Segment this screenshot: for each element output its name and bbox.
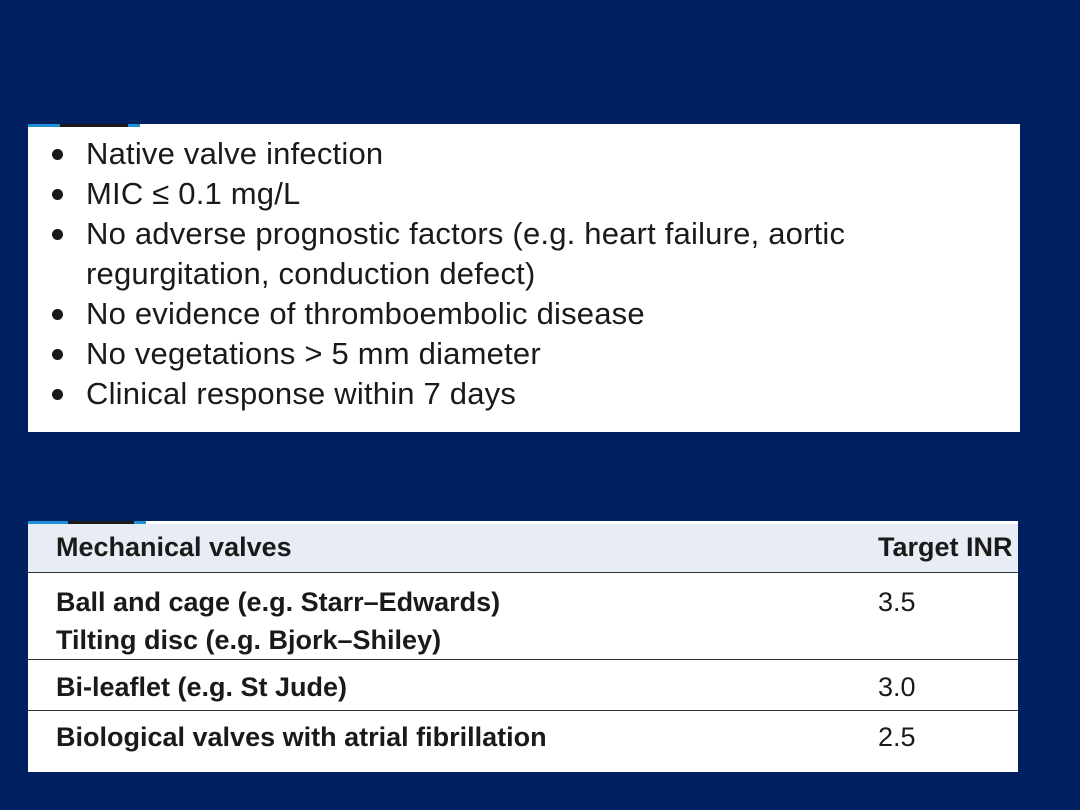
header-target-inr: Target INR — [878, 532, 1013, 563]
inr-cell: 3.0 — [878, 671, 916, 702]
inr-table: Mechanical valves Target INR Ball and ca… — [28, 524, 1018, 768]
table-row: Ball and cage (e.g. Starr–Edwards) Tilti… — [28, 572, 1018, 659]
valve-line: Tilting disc (e.g. Bjork–Shiley) — [56, 624, 442, 655]
criteria-item-text: Native valve infection — [86, 136, 384, 171]
valve-cell: Ball and cage (e.g. Starr–Edwards) Tilti… — [28, 572, 848, 659]
valve-cell: Biological valves with atrial fibrillati… — [28, 710, 848, 768]
table-row: Biological valves with atrial fibrillati… — [28, 710, 1018, 768]
valve-cell: Bi-leaflet (e.g. St Jude) — [28, 659, 848, 710]
bullet-icon — [52, 189, 63, 200]
criteria-list: Native valve infection MIC ≤ 0.1 mg/L No… — [46, 134, 1020, 414]
criteria-item: No evidence of thromboembolic disease — [46, 294, 1020, 334]
criteria-item: No vegetations > 5 mm diameter — [46, 334, 1020, 374]
table-accent-mark — [68, 521, 134, 524]
criteria-item: Clinical response within 7 days — [46, 374, 1020, 414]
valve-line: Ball and cage (e.g. Starr–Edwards) — [56, 586, 501, 617]
bullet-icon — [52, 309, 63, 320]
criteria-item-text: Clinical response within 7 days — [86, 376, 517, 411]
criteria-item-text: No vegetations > 5 mm diameter — [86, 336, 541, 371]
criteria-item-text: No evidence of thromboembolic disease — [86, 296, 645, 331]
table-header-row: Mechanical valves Target INR — [28, 524, 1018, 572]
criteria-accent-mark — [60, 124, 128, 127]
inr-cell: 3.5 — [878, 586, 916, 617]
bullet-icon — [52, 149, 63, 160]
bullet-icon — [52, 229, 63, 240]
criteria-item-text: MIC ≤ 0.1 mg/L — [86, 176, 301, 211]
valve-line: Biological valves with atrial fibrillati… — [56, 721, 547, 752]
criteria-item: Native valve infection — [46, 134, 1020, 174]
table-row: Bi-leaflet (e.g. St Jude) 3.0 — [28, 659, 1018, 710]
header-mechanical-valves: Mechanical valves — [56, 532, 292, 563]
criteria-item: MIC ≤ 0.1 mg/L — [46, 174, 1020, 214]
bullet-icon — [52, 389, 63, 400]
bullet-icon — [52, 349, 63, 360]
inr-cell: 2.5 — [878, 721, 916, 752]
criteria-item: No adverse prognostic factors (e.g. hear… — [46, 214, 1020, 294]
inr-table-panel: Mechanical valves Target INR Ball and ca… — [28, 521, 1018, 772]
criteria-panel: Native valve infection MIC ≤ 0.1 mg/L No… — [28, 124, 1020, 432]
criteria-item-text: No adverse prognostic factors (e.g. hear… — [86, 216, 846, 291]
valve-line: Bi-leaflet (e.g. St Jude) — [56, 671, 348, 702]
